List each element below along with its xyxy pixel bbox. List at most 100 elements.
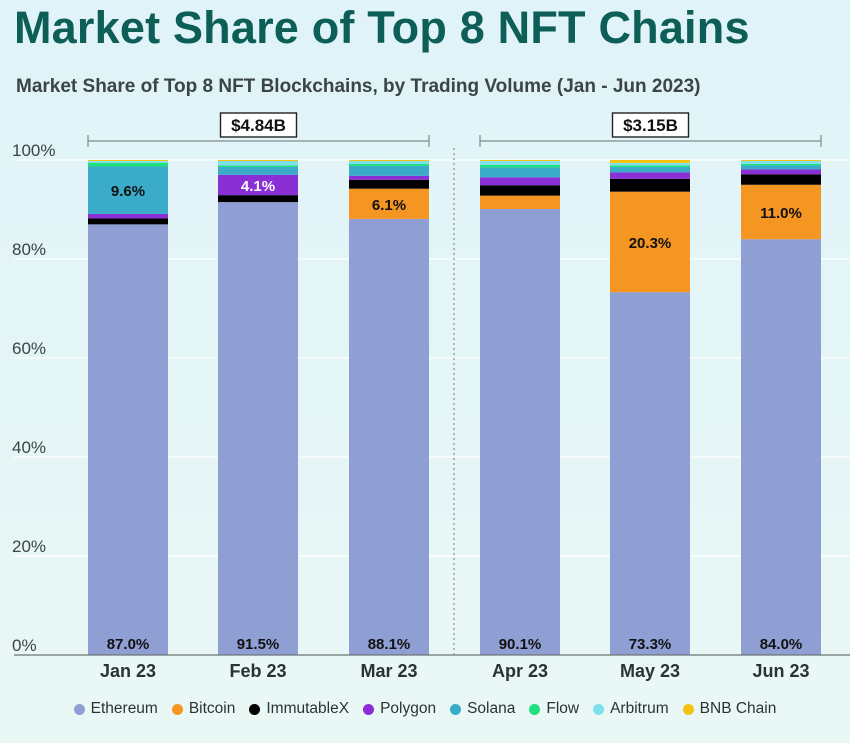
data-label: 88.1%: [368, 636, 411, 653]
bar-flow-may-23: [610, 165, 690, 167]
legend-item-flow: Flow: [529, 700, 579, 718]
bar-arbitrum-jan-23: [88, 160, 168, 163]
bar-flow-feb-23: [218, 165, 298, 167]
bar-immutablex-may-23: [610, 178, 690, 192]
bar-polygon-jun-23: [741, 169, 821, 175]
legend-swatch: [593, 703, 605, 715]
bar-bitcoin-may-23: [610, 191, 690, 293]
legend-item-arbitrum: Arbitrum: [593, 700, 669, 718]
legend-item-bnb-chain: BNB Chain: [682, 700, 777, 718]
bar-bitcoin-apr-23: [480, 195, 560, 210]
data-label: 73.3%: [629, 636, 672, 653]
bar-bnb-chain-jan-23: [88, 160, 168, 161]
bar-bitcoin-mar-23: [349, 188, 429, 219]
legend-label: BNB Chain: [699, 700, 777, 717]
y-tick-label: 80%: [12, 240, 46, 259]
bar-bnb-chain-apr-23: [480, 160, 560, 161]
data-label: 4.1%: [241, 178, 275, 195]
bracket-value-box: [219, 112, 298, 138]
bar-solana-apr-23: [480, 167, 560, 178]
x-tick-label: Mar 23: [360, 661, 417, 681]
bar-polygon-feb-23: [218, 174, 298, 196]
data-label: 6.1%: [372, 197, 406, 214]
bar-flow-jan-23: [88, 162, 168, 167]
data-label: 11.0%: [760, 205, 802, 222]
stacked-bar-chart: 0% 20% 40% 60% 80% 100% Jan 23 Feb 23 Mar 23 Apr …: [12, 112, 850, 681]
bar-ethereum-jan-23: [88, 224, 168, 655]
x-tick-label: Apr 23: [492, 661, 548, 681]
x-tick-label: Jun 23: [752, 661, 809, 681]
chart-title: Market Share of Top 8 NFT Chains: [14, 2, 750, 53]
bar-solana-jun-23: [741, 165, 821, 170]
data-label: 9.6%: [111, 183, 145, 200]
y-tick-label: 20%: [12, 537, 46, 556]
bar-flow-mar-23: [349, 163, 429, 166]
legend-swatch: [73, 703, 85, 715]
bracket-value-box: [611, 112, 690, 138]
data-label: 90.1%: [499, 636, 542, 653]
bar-immutablex-feb-23: [218, 195, 298, 203]
legend-label: Ethereum: [90, 700, 158, 717]
x-tick-label: May 23: [620, 661, 680, 681]
bar-arbitrum-jun-23: [741, 160, 821, 164]
bar-bitcoin-jun-23: [741, 184, 821, 240]
bar-arbitrum-mar-23: [349, 160, 429, 164]
legend-item-solana: Solana: [450, 700, 515, 718]
bar-ethereum-mar-23: [349, 218, 429, 655]
bar-arbitrum-feb-23: [218, 160, 298, 166]
legend-label: Solana: [467, 700, 516, 717]
legend-swatch: [529, 703, 541, 715]
legend-item-polygon: Polygon: [363, 700, 436, 718]
bar-ethereum-apr-23: [480, 209, 560, 655]
legend-swatch: [249, 703, 261, 715]
chart-subtitle: Market Share of Top 8 NFT Blockchains, b…: [16, 76, 701, 97]
legend-label: Flow: [546, 700, 580, 717]
bar-polygon-may-23: [610, 172, 690, 179]
bar-ethereum-jun-23: [741, 239, 821, 655]
legend-swatch: [363, 703, 375, 715]
bar-arbitrum-may-23: [610, 162, 690, 166]
legend-swatch: [450, 703, 462, 715]
y-tick-label: 60%: [12, 339, 46, 358]
bar-arbitrum-apr-23: [480, 160, 560, 165]
bar-bnb-chain-feb-23: [218, 160, 298, 161]
bar-solana-may-23: [610, 166, 690, 173]
bracket-value-label: $3.15B: [623, 116, 678, 135]
legend-item-bitcoin: Bitcoin: [171, 700, 236, 718]
bracket-value-label: $4.84B: [231, 116, 286, 135]
x-tick-label: Feb 23: [229, 661, 286, 681]
bar-bnb-chain-jun-23: [741, 160, 821, 161]
bar-bnb-chain-mar-23: [349, 160, 429, 161]
bar-immutablex-apr-23: [480, 185, 560, 196]
bar-polygon-apr-23: [480, 177, 560, 186]
legend-item-immutablex: ImmutableX: [249, 700, 349, 718]
data-label: 84.0%: [760, 636, 803, 653]
bar-immutablex-jun-23: [741, 174, 821, 185]
chart-legend: Ethereum Bitcoin ImmutableX Polygon Solana Fl…: [0, 700, 850, 718]
legend-label: ImmutableX: [266, 700, 350, 717]
legend-label: Arbitrum: [610, 700, 669, 717]
bar-solana-jan-23: [88, 166, 168, 214]
bar-ethereum-feb-23: [218, 202, 298, 655]
x-tick-label: Jan 23: [100, 661, 156, 681]
legend-swatch: [682, 703, 694, 715]
data-label: 87.0%: [107, 636, 150, 653]
bar-ethereum-may-23: [610, 292, 690, 655]
data-label: 20.3%: [629, 235, 672, 252]
bar-polygon-jan-23: [88, 213, 168, 219]
legend-item-ethereum: Ethereum: [73, 700, 158, 718]
bar-flow-apr-23: [480, 164, 560, 168]
bar-flow-jun-23: [741, 163, 821, 166]
bar-immutablex-jan-23: [88, 218, 168, 225]
legend-swatch: [171, 703, 183, 715]
bar-immutablex-mar-23: [349, 179, 429, 189]
y-tick-label: 40%: [12, 438, 46, 457]
bar-bnb-chain-may-23: [610, 160, 690, 163]
bar-solana-mar-23: [349, 165, 429, 176]
legend-label: Bitcoin: [188, 700, 236, 717]
data-label: 91.5%: [237, 636, 280, 653]
bar-solana-feb-23: [218, 166, 298, 175]
y-tick-label: 100%: [12, 141, 55, 160]
bar-polygon-mar-23: [349, 175, 429, 180]
y-tick-label: 0%: [12, 636, 37, 655]
